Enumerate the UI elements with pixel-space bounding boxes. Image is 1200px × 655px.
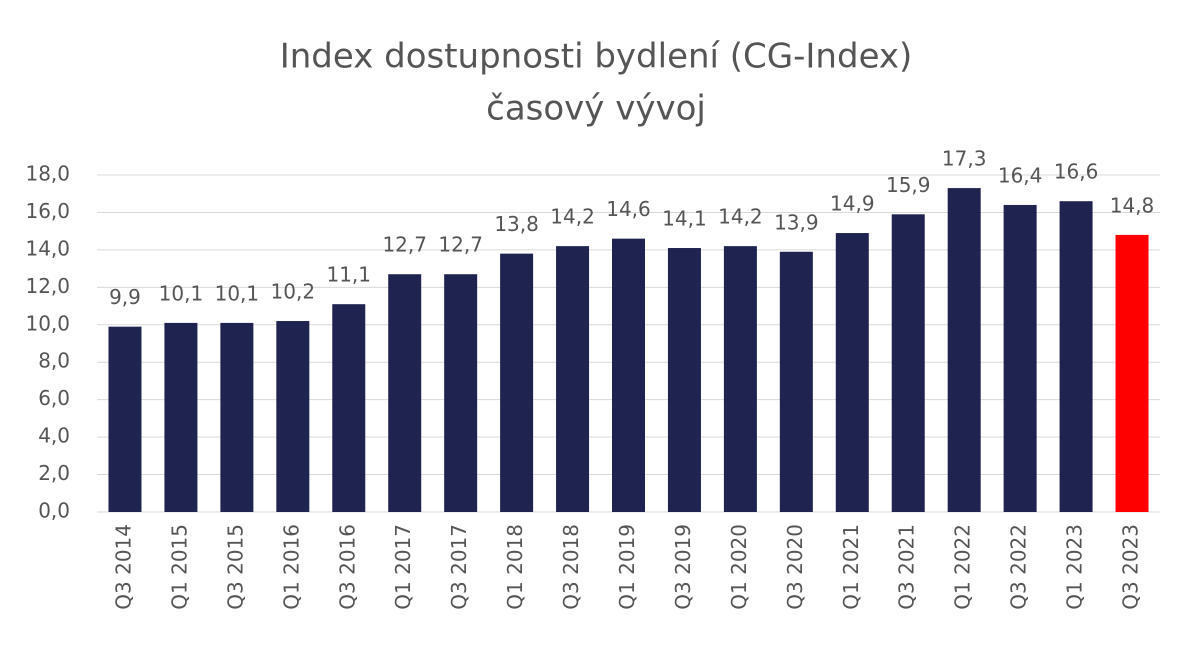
x-tick-label: Q1 2020 (727, 524, 751, 610)
y-tick-label: 14,0 (25, 236, 70, 260)
value-label: 14,9 (830, 192, 875, 216)
x-tick-label: Q3 2020 (783, 524, 807, 610)
bar (723, 246, 757, 512)
y-tick-label: 8,0 (38, 349, 70, 373)
bar (1003, 204, 1037, 512)
bar (444, 274, 478, 512)
x-tick-label: Q1 2023 (1063, 524, 1087, 610)
bar (835, 233, 869, 513)
value-label: 13,8 (494, 212, 539, 236)
x-tick-label: Q3 2023 (1119, 524, 1143, 610)
bar (891, 214, 925, 513)
x-tick-label: Q3 2019 (671, 524, 695, 610)
y-tick-label: 2,0 (38, 461, 70, 485)
x-tick-label: Q1 2019 (615, 524, 639, 610)
value-label: 12,7 (438, 233, 483, 257)
value-label: 10,1 (215, 281, 260, 305)
x-tick-label: Q1 2018 (503, 524, 527, 610)
bar (388, 274, 422, 512)
bar (220, 322, 254, 512)
bar (164, 322, 198, 512)
bar (1059, 201, 1093, 512)
x-tick-label: Q3 2015 (223, 524, 247, 610)
bar (332, 304, 366, 512)
value-label: 12,7 (382, 233, 427, 257)
x-tick-label: Q1 2022 (951, 524, 975, 610)
bar (779, 251, 813, 512)
value-label: 16,4 (998, 163, 1043, 187)
value-label: 17,3 (942, 147, 987, 171)
bar (556, 246, 590, 512)
y-tick-label: 4,0 (38, 424, 70, 448)
chart-title: Index dostupnosti bydlení (CG-Index) (280, 37, 913, 77)
x-tick-label: Q3 2021 (895, 524, 919, 610)
value-label: 10,2 (271, 280, 316, 304)
bar (500, 253, 534, 512)
x-tick-label: Q1 2021 (839, 524, 863, 610)
value-label: 15,9 (886, 173, 931, 197)
x-tick-label: Q3 2018 (559, 524, 583, 610)
x-tick-label: Q1 2016 (279, 524, 303, 610)
value-label: 14,8 (1110, 193, 1155, 217)
value-label: 9,9 (109, 285, 141, 309)
y-tick-label: 12,0 (25, 274, 70, 298)
bar (947, 188, 981, 512)
x-tick-label: Q3 2022 (1007, 524, 1031, 610)
value-label: 14,6 (606, 197, 651, 221)
value-label: 10,1 (159, 281, 204, 305)
bar (1115, 234, 1149, 512)
value-label: 13,9 (774, 210, 819, 234)
y-tick-label: 16,0 (25, 199, 70, 223)
value-label: 14,2 (718, 205, 763, 229)
x-tick-label: Q3 2014 (111, 524, 135, 610)
x-tick-label: Q3 2016 (335, 524, 359, 610)
value-label: 14,2 (550, 205, 595, 229)
bar (108, 326, 142, 512)
value-label: 14,1 (662, 207, 707, 231)
value-label: 11,1 (326, 263, 371, 287)
y-tick-label: 6,0 (38, 386, 70, 410)
value-label: 16,6 (1054, 160, 1099, 184)
y-tick-label: 0,0 (38, 499, 70, 523)
x-tick-label: Q1 2015 (167, 524, 191, 610)
x-tick-label: Q3 2017 (447, 524, 471, 610)
chart-subtitle: časový vývoj (486, 89, 706, 129)
y-tick-label: 10,0 (25, 311, 70, 335)
x-tick-label: Q1 2017 (391, 524, 415, 610)
bar (667, 248, 701, 512)
bar (612, 238, 645, 512)
bar (276, 321, 310, 512)
y-tick-label: 18,0 (25, 162, 70, 186)
